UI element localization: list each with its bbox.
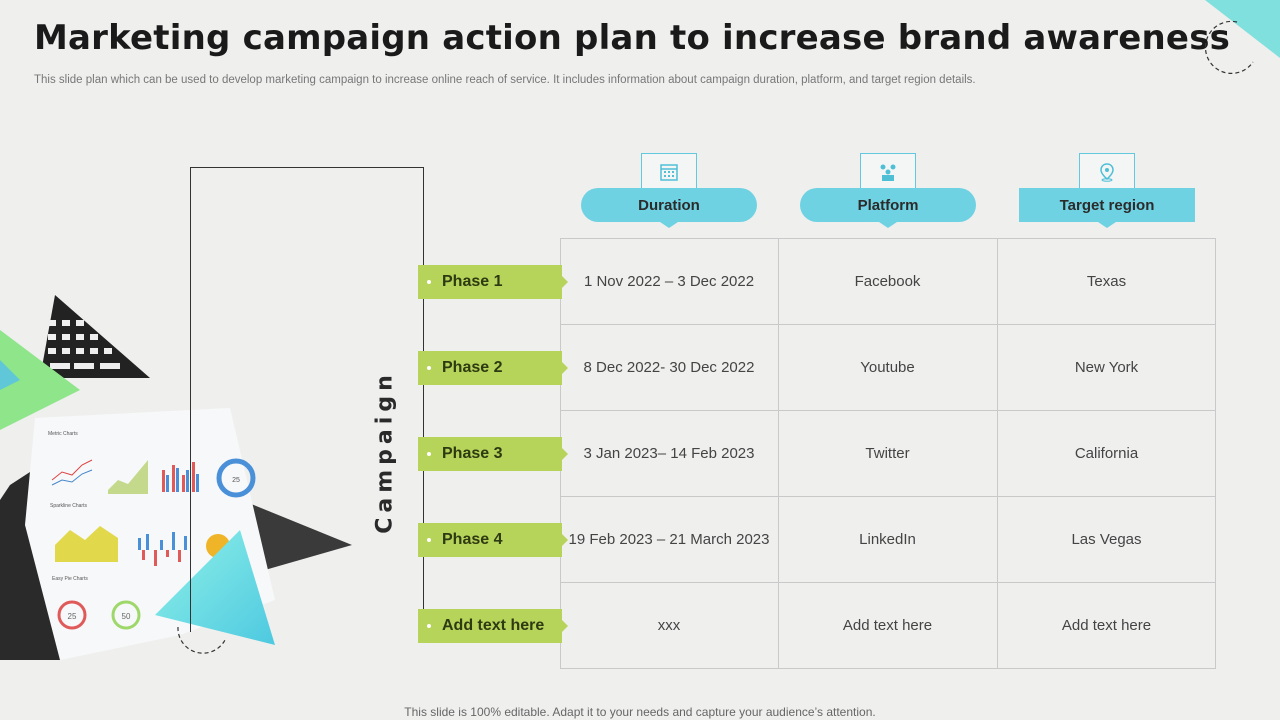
phase-label-text: Add text here <box>442 617 545 634</box>
illustration-text: 25 <box>232 477 240 484</box>
table-cell-region: Add text here <box>1061 617 1152 634</box>
table-cell-platform: Add text here <box>842 617 933 634</box>
slide-footer: This slide is 100% editable. Adapt it to… <box>404 705 876 719</box>
illustration-text: 25 <box>68 612 77 621</box>
table-divider <box>778 238 779 669</box>
table-cell-duration: xxx <box>657 617 681 634</box>
table-divider <box>560 410 1216 411</box>
table-cell-region: Texas <box>1086 272 1127 290</box>
table-cell-platform: Youtube <box>860 358 915 376</box>
table-cell-duration: 8 Dec 2022- 30 Dec 2022 <box>583 358 755 376</box>
phase-label-text: Phase 4 <box>442 531 503 548</box>
phase-label: Phase 2 <box>418 351 568 385</box>
phase-label: Phase 3 <box>418 437 568 471</box>
table-divider <box>997 238 998 669</box>
table-cell-duration: 19 Feb 2023 – 21 March 2023 <box>568 530 770 548</box>
table-divider <box>560 324 1216 325</box>
social-network-icon <box>880 164 896 181</box>
illustration-text: Metric Charts <box>48 431 78 437</box>
platform-icon-box <box>860 153 916 189</box>
table-divider <box>560 582 1216 583</box>
phase-label-text: Phase 2 <box>442 359 503 376</box>
table-cell-duration: 3 Jan 2023– 14 Feb 2023 <box>583 444 755 462</box>
campaign-bracket <box>190 167 424 632</box>
table-divider <box>560 496 1216 497</box>
bracket-gap <box>186 392 196 637</box>
location-pin-icon <box>1100 162 1114 182</box>
table-cell-platform: Facebook <box>854 272 921 290</box>
slide-subtitle: This slide plan which can be used to dev… <box>34 74 976 86</box>
phase-label-text: Phase 3 <box>442 445 503 462</box>
illustration-text: 50 <box>122 612 131 621</box>
illustration-text: Sparkline Charts <box>50 503 87 509</box>
column-header-target-region: Target region <box>1019 188 1195 228</box>
table-cell-region: Las Vegas <box>1071 530 1142 548</box>
phase-label: Phase 1 <box>418 265 568 299</box>
column-header-platform: Platform <box>800 188 976 228</box>
phase-label: Add text here <box>418 609 568 643</box>
illustration-text: Easy Pie Charts <box>52 576 88 582</box>
table-cell-region: California <box>1074 444 1139 462</box>
region-icon-box <box>1079 153 1135 189</box>
corner-decoration <box>1204 0 1280 75</box>
phase-label: Phase 4 <box>418 523 568 557</box>
phase-label-text: Phase 1 <box>442 273 503 290</box>
table-cell-platform: LinkedIn <box>859 530 916 548</box>
duration-icon-box <box>641 153 697 189</box>
column-header-duration: Duration <box>581 188 757 228</box>
table-cell-platform: Twitter <box>865 444 910 462</box>
dashboard-illustration: Metric Charts Sparkline Charts Easy Pie … <box>0 295 352 660</box>
calendar-icon <box>660 163 678 181</box>
campaign-label: Campaign <box>372 370 398 534</box>
table-cell-duration: 1 Nov 2022 – 3 Dec 2022 <box>583 272 755 290</box>
slide-title: Marketing campaign action plan to increa… <box>34 18 1231 58</box>
table-cell-region: New York <box>1074 358 1139 376</box>
